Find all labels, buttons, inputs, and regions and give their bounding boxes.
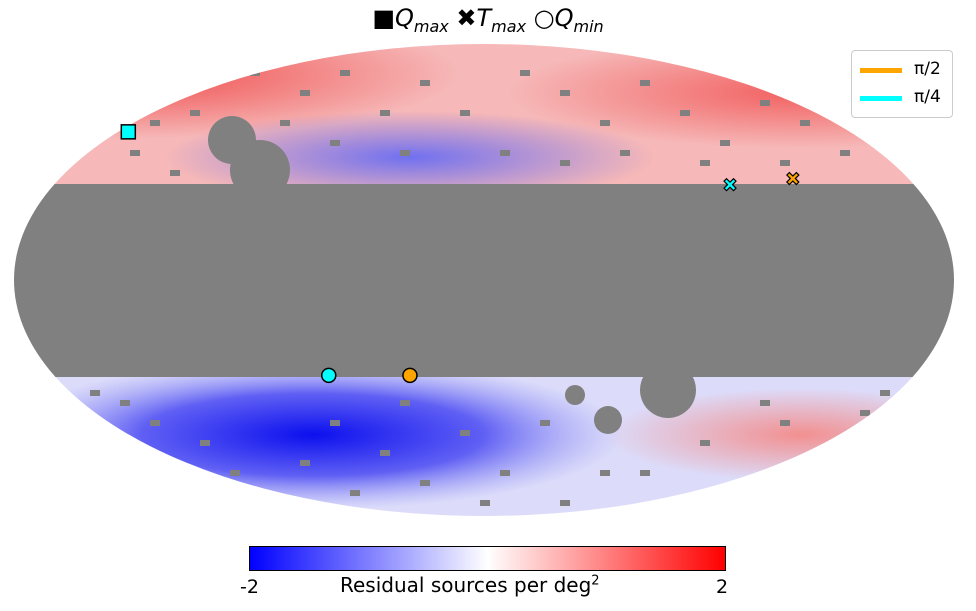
masked-speckle	[520, 70, 530, 76]
masked-speckle	[150, 420, 160, 426]
title-square-sub: max	[413, 16, 449, 36]
masked-speckle	[780, 160, 790, 166]
square-marker-symbol: ■	[372, 4, 395, 32]
title-circle-label: Q	[554, 4, 574, 32]
marker-layer	[120, 124, 800, 384]
masked-speckle	[720, 140, 730, 146]
masked-speckle	[660, 500, 670, 506]
masked-speckle	[760, 100, 770, 106]
chart-title: ■Qmax ✖Tmax ○Qmin	[0, 4, 976, 36]
circle-marker-pi-2	[402, 367, 418, 384]
masked-speckle	[860, 410, 870, 416]
legend: π/2 π/4	[851, 50, 953, 118]
masked-speckle	[330, 420, 340, 426]
masked-speckle	[400, 400, 410, 406]
masked-speckle	[380, 110, 390, 116]
masked-speckle	[780, 420, 790, 426]
masked-speckle	[200, 440, 210, 446]
masked-speckle	[90, 390, 100, 396]
masked-speckle	[620, 150, 630, 156]
square-marker-pi-4	[120, 124, 137, 140]
masked-speckle	[280, 120, 290, 126]
masked-region	[594, 406, 622, 434]
masked-speckle	[170, 170, 180, 176]
masked-speckle	[300, 460, 310, 466]
north-cap	[14, 44, 954, 185]
masked-region	[565, 385, 585, 405]
colorbar	[249, 546, 726, 571]
colorbar-label: Residual sources per deg2	[340, 573, 600, 597]
masked-speckle	[640, 470, 650, 476]
masked-speckle	[740, 480, 750, 486]
masked-speckle	[380, 450, 390, 456]
colorbar-label-sup: 2	[591, 573, 600, 589]
masked-region	[640, 362, 696, 418]
title-cross-label: T	[476, 4, 492, 32]
circle-marker-symbol: ○	[533, 4, 555, 32]
legend-entry-pi-4: π/4	[860, 87, 950, 109]
masked-speckle	[420, 480, 430, 486]
masked-speckle	[420, 80, 430, 86]
masked-speckle	[700, 160, 710, 166]
masked-speckle	[180, 470, 190, 476]
cross-marker-symbol: ✖	[456, 4, 477, 32]
masked-speckle	[880, 390, 890, 396]
masked-region	[230, 140, 290, 200]
colorbar-min-tick: -2	[240, 576, 259, 598]
masked-speckle	[560, 160, 570, 166]
masked-speckle	[400, 150, 410, 156]
circle-marker-pi-4	[320, 367, 337, 384]
masked-speckle	[460, 430, 470, 436]
masked-speckle	[700, 440, 710, 446]
masked-speckle	[560, 90, 570, 96]
masked-speckle	[500, 470, 510, 476]
legend-line-cyan	[860, 96, 902, 101]
masked-speckle	[350, 490, 360, 496]
colorbar-label-text: Residual sources per deg	[340, 573, 592, 597]
legend-label-pi-4: π/4	[914, 87, 941, 107]
masked-speckle	[190, 110, 200, 116]
masked-speckle	[230, 470, 240, 476]
cross-marker-pi-2	[785, 171, 800, 186]
title-cross-sub: max	[491, 16, 527, 36]
masked-speckle	[340, 70, 350, 76]
masked-speckle	[600, 470, 610, 476]
colorbar-max-tick: 2	[716, 576, 729, 598]
masked-speckle	[460, 110, 470, 116]
cross-marker-pi-4	[723, 177, 737, 192]
masked-speckle	[250, 70, 260, 76]
legend-label-pi-2: π/2	[914, 59, 941, 79]
legend-line-orange	[860, 68, 902, 73]
title-circle-sub: min	[573, 16, 604, 36]
masked-speckle	[150, 120, 160, 126]
masked-speckle	[760, 400, 770, 406]
galactic-plane-mask	[14, 184, 954, 377]
masked-speckle	[600, 120, 610, 126]
masked-speckle	[120, 400, 130, 406]
masked-speckle	[640, 80, 650, 86]
masked-speckle	[480, 500, 490, 506]
masked-speckle	[500, 150, 510, 156]
masked-speckle	[270, 500, 280, 506]
masked-speckle	[130, 150, 140, 156]
masked-speckle	[840, 150, 850, 156]
masked-speckle	[680, 110, 690, 116]
masked-speckle	[300, 90, 310, 96]
masked-speckle	[800, 120, 810, 126]
title-square-label: Q	[395, 4, 414, 32]
masked-speckle	[330, 140, 340, 146]
masked-speckle	[560, 500, 570, 506]
masked-speckle	[820, 450, 830, 456]
masked-speckle	[540, 420, 550, 426]
legend-entry-pi-2: π/2	[860, 59, 950, 81]
